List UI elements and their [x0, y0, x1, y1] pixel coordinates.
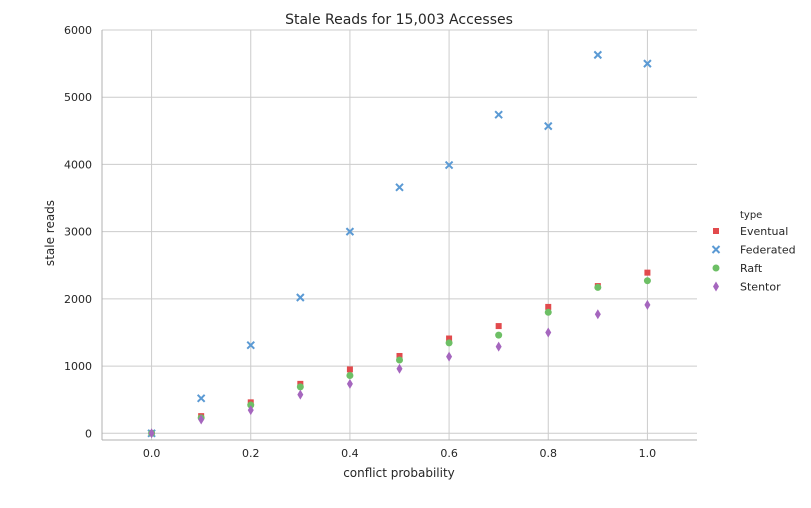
data-point-federated [494, 110, 503, 119]
y-axis-label: stale reads [43, 200, 57, 266]
data-point-raft [346, 371, 354, 379]
data-point-raft [445, 339, 453, 347]
data-point-raft [296, 383, 304, 391]
legend-item-federated: Federated [711, 244, 796, 257]
data-point-raft [544, 308, 552, 316]
x-tick-label: 0.0 [143, 447, 161, 460]
legend-label: Federated [740, 244, 796, 257]
data-point-federated [345, 227, 355, 236]
series-raft [148, 277, 651, 437]
x-tick-label: 1.0 [639, 447, 657, 460]
data-point-stentor [495, 341, 502, 352]
data-point-stentor [396, 363, 403, 374]
data-point-stentor [446, 351, 453, 362]
data-point-stentor [198, 414, 205, 425]
data-point-raft [396, 356, 403, 364]
data-point-raft [495, 331, 503, 339]
legend-item-stentor: Stentor [713, 281, 781, 294]
legend-marker-federated [711, 245, 721, 254]
legend-title: type [740, 210, 762, 221]
x-tick-label: 0.6 [440, 447, 458, 460]
legend-items: Eventual Federated Raft Stentor [711, 225, 796, 294]
x-tick-label: 0.2 [242, 447, 260, 460]
data-point-stentor [247, 405, 254, 416]
legend-label: Stentor [740, 281, 781, 294]
series-federated [147, 50, 652, 438]
data-point-eventual [495, 323, 502, 330]
data-point-raft [594, 283, 602, 291]
data-point-federated [196, 394, 206, 403]
data-point-stentor [346, 378, 353, 389]
y-tick-label: 1000 [64, 360, 92, 373]
x-axis-label: conflict probability [343, 466, 455, 480]
x-tick-label: 0.8 [540, 447, 558, 460]
data-point-federated [246, 341, 255, 350]
data-point-eventual [446, 335, 453, 342]
data-point-federated [296, 293, 305, 302]
data-point-federated [643, 59, 652, 68]
data-point-eventual [396, 352, 403, 359]
data-points [147, 50, 652, 439]
data-point-raft [643, 277, 651, 285]
y-tick-label: 3000 [64, 226, 92, 239]
legend-marker-eventual [713, 228, 719, 234]
series-stentor [148, 299, 651, 439]
chart-title: Stale Reads for 15,003 Accesses [285, 12, 513, 28]
grid [102, 29, 697, 440]
x-tick-label: 0.4 [341, 447, 359, 460]
series-eventual [148, 269, 651, 437]
y-tick-label: 4000 [64, 158, 92, 171]
data-point-stentor [545, 327, 552, 338]
data-point-stentor [644, 299, 651, 310]
data-point-federated [395, 183, 404, 192]
legend-marker-stentor [713, 281, 719, 292]
data-point-eventual [545, 303, 552, 310]
data-point-raft [247, 401, 255, 409]
legend-label: Raft [740, 262, 763, 275]
legend-label: Eventual [740, 225, 788, 238]
data-point-stentor [148, 428, 155, 439]
data-point-federated [544, 121, 553, 131]
data-point-eventual [644, 269, 651, 276]
data-point-stentor [594, 309, 601, 320]
legend-marker-raft [712, 264, 720, 272]
y-tick-label: 5000 [64, 91, 92, 104]
legend: type Eventual Federated Raft Stentor [711, 210, 796, 294]
legend-item-eventual: Eventual [713, 225, 788, 238]
data-point-eventual [346, 366, 353, 373]
legend-item-raft: Raft [712, 262, 763, 275]
y-tick-label: 0 [85, 427, 92, 440]
y-tick-label: 6000 [64, 24, 92, 37]
data-point-stentor [297, 389, 304, 400]
data-point-federated [593, 50, 603, 60]
y-tick-label: 2000 [64, 293, 92, 306]
data-point-federated [444, 160, 454, 170]
tick-labels: 0.0 0.2 0.4 0.6 0.8 1.0 0 1000 2000 3000 4000 5000 6… [64, 24, 656, 460]
axes [101, 30, 697, 441]
